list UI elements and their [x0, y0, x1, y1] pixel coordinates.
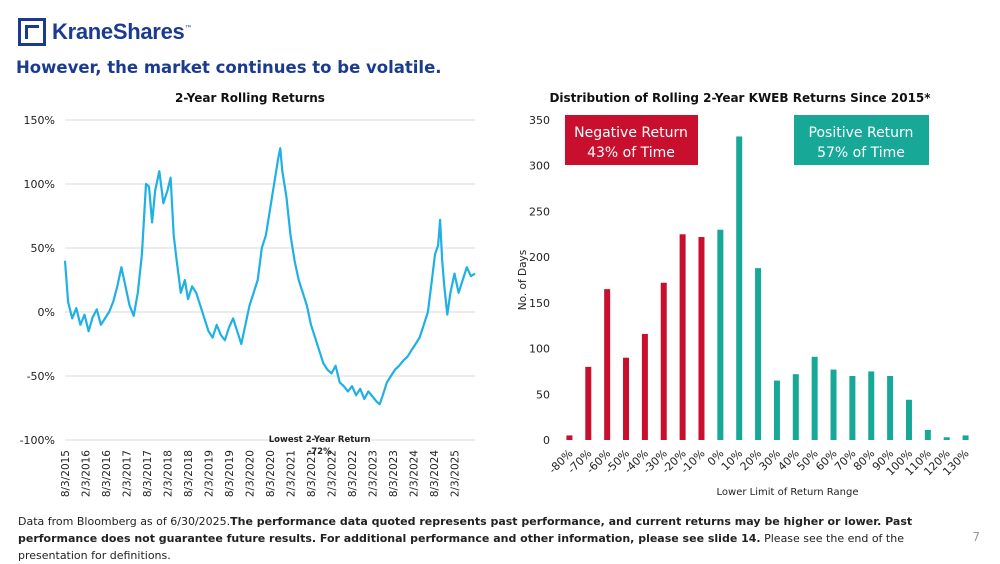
y-tick-label: 100% — [24, 178, 55, 191]
y-tick-label: 0% — [38, 306, 55, 319]
footer-source: Data from Bloomberg as of 6/30/2025. — [18, 515, 231, 528]
rolling-return-line — [63, 147, 476, 406]
y-tick-label: -50% — [27, 370, 55, 383]
histogram-bar — [887, 376, 894, 440]
y-tick-label: 50% — [31, 242, 55, 255]
positive-return-share: 57% of Time — [817, 145, 905, 161]
y-tick-label: 100 — [529, 343, 550, 356]
histogram-bar — [924, 429, 931, 440]
negative-return-box — [565, 115, 698, 165]
histogram-bar — [811, 356, 818, 440]
histogram-bar — [830, 369, 837, 440]
positive-return-label: Positive Return — [809, 125, 914, 141]
logo-trademark: ™ — [184, 24, 193, 33]
footer-definitions: Please see the end of the presentation f… — [18, 532, 904, 562]
footer-performance-note: The performance data quoted represents p… — [18, 515, 913, 545]
annotation-value: -72% — [308, 447, 332, 457]
footer-disclaimer: Data from Bloomberg as of 6/30/2025.The … — [18, 513, 938, 564]
x-axis-label: Lower Limit of Return Range — [717, 487, 859, 498]
x-tick-label: 2/3/2016 — [81, 450, 93, 497]
x-tick-label: 8/3/2020 — [265, 450, 277, 497]
x-tick-label: 2/3/2020 — [245, 450, 257, 497]
histogram-bar — [755, 268, 762, 440]
line-chart-title: 2-Year Rolling Returns — [175, 91, 325, 105]
rolling-returns-line-chart: 150% 100% 50% 0% -50% -100% 8/3/2015 2/3/2016 8/… — [20, 114, 476, 497]
logo-mark-icon — [18, 18, 46, 46]
histogram-bar — [868, 371, 875, 440]
histogram-bar — [736, 136, 743, 440]
histogram-bar — [943, 437, 950, 440]
histogram-bar — [660, 282, 667, 440]
y-axis-label: No. of Days — [517, 250, 529, 310]
x-tick-label: 2/3/2024 — [409, 450, 421, 497]
histogram-bar — [623, 357, 630, 440]
y-tick-label: 150% — [24, 114, 55, 127]
x-tick-label: 8/3/2024 — [429, 450, 441, 497]
histogram-bar — [773, 380, 780, 440]
x-tick-label: 8/3/2023 — [388, 450, 400, 497]
x-tick-label: 2/3/2023 — [368, 450, 380, 497]
histogram-bar — [717, 229, 724, 440]
y-tick-label: 0 — [543, 434, 550, 447]
y-tick-label: 300 — [529, 160, 550, 173]
x-tick-label: 8/3/2019 — [224, 450, 236, 497]
x-tick-label: 8/3/2016 — [101, 450, 113, 497]
page-number: 7 — [972, 530, 980, 544]
histogram-bar — [604, 289, 611, 440]
annotation-label: Lowest 2-Year Return — [269, 435, 371, 445]
negative-return-label: Negative Return — [574, 125, 688, 141]
x-tick-label: 2/3/2025 — [450, 450, 462, 497]
histogram-bar — [905, 399, 912, 440]
x-tick-label: 8/3/2017 — [142, 450, 154, 497]
histogram-bar — [679, 234, 686, 440]
x-tick-label: 2/3/2017 — [122, 450, 134, 497]
x-tick-label: 2/3/2018 — [163, 450, 175, 497]
logo-text: KraneShares — [52, 19, 185, 44]
headline: However, the market continues to be vola… — [16, 58, 442, 77]
x-tick-label: 8/3/2021 — [306, 450, 318, 497]
y-tick-label: 150 — [529, 297, 550, 310]
y-tick-label: 250 — [529, 205, 550, 218]
histogram-bar — [566, 435, 573, 440]
histogram-bar — [792, 374, 799, 440]
x-tick-label: 2/3/2019 — [204, 450, 216, 497]
x-tick-label: 2/3/2022 — [327, 450, 339, 497]
negative-return-share: 43% of Time — [587, 145, 675, 161]
x-tick-label: 8/3/2022 — [347, 450, 359, 497]
x-tick-label: 8/3/2015 — [60, 450, 72, 497]
y-tick-label: 50 — [536, 388, 550, 401]
histogram-bar — [585, 366, 592, 440]
x-tick-label: 8/3/2018 — [183, 450, 195, 497]
histogram-bar — [962, 435, 969, 440]
y-tick-label: 200 — [529, 251, 550, 264]
bar-chart-title: Distribution of Rolling 2-Year KWEB Retu… — [549, 91, 931, 105]
histogram-bar — [849, 376, 856, 440]
y-tick-label: -100% — [20, 434, 55, 447]
histogram-bar — [641, 333, 648, 440]
positive-return-box — [794, 115, 929, 165]
histogram-bar — [698, 237, 705, 440]
krane-logo: KraneShares ™ — [18, 18, 192, 46]
x-tick-label: 2/3/2021 — [286, 450, 298, 497]
y-tick-label: 350 — [529, 114, 550, 127]
